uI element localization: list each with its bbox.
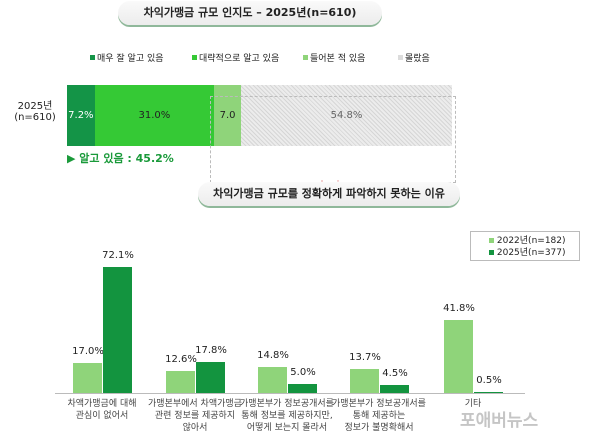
bar-2022 xyxy=(73,363,102,393)
bar-2025 xyxy=(380,385,409,393)
bar-2025 xyxy=(103,266,132,393)
value-label: 14.8% xyxy=(257,350,289,362)
legend-label: 들어본 적 있음 xyxy=(310,54,366,64)
bar-2022 xyxy=(444,319,473,393)
legend-label: 대략적으로 알고 있음 xyxy=(199,54,280,64)
legend-item: 몰랐음 xyxy=(398,51,430,64)
bar-2022 xyxy=(350,369,379,393)
category-label: 가맹본부가 정보공개서를 통해 제공하는 정보가 불명확해서 xyxy=(332,399,426,433)
segment-label: 7.2% xyxy=(68,110,94,121)
value-label: 4.5% xyxy=(382,368,408,380)
top-title: 차익가맹금 규모 인지도 – 2025년(n=610) xyxy=(118,1,382,25)
value-label: 13.7% xyxy=(349,352,381,364)
value-label: 12.6% xyxy=(165,353,197,365)
category-label: 차액가맹금에 대해 관심이 없어서 xyxy=(67,399,137,421)
value-label: 41.8% xyxy=(443,302,475,314)
known-annotation: ▶ 알고 있음 : 45.2% xyxy=(67,152,174,165)
legend-label: 매우 잘 알고 있음 xyxy=(97,54,164,64)
legend-label: 몰랐음 xyxy=(405,54,430,64)
legend-swatch xyxy=(192,55,197,60)
stack-segment: 54.8% xyxy=(241,85,452,146)
legend-swatch xyxy=(303,55,308,60)
bar-2022 xyxy=(258,367,287,393)
stack-segment: 7.2% xyxy=(67,85,95,146)
segment-label: 54.8% xyxy=(330,110,363,121)
value-label: 5.0% xyxy=(290,367,316,379)
value-label: 17.8% xyxy=(195,344,227,356)
category-label: 기타 xyxy=(464,399,482,409)
value-label: 0.5% xyxy=(476,375,502,387)
bar-2025 xyxy=(474,392,503,393)
stack-segment: 31.0% xyxy=(94,85,215,146)
bar-legend: 2022년(n=182) 2025년(n=377) xyxy=(470,231,580,261)
bar-2022 xyxy=(166,370,195,393)
legend-swatch-2025 xyxy=(489,250,494,255)
bar-2025 xyxy=(196,361,225,393)
legend-2025: 2025년(n=377) xyxy=(496,248,566,258)
year-label: 2025년 (n=610) xyxy=(14,101,56,123)
value-label: 17.0% xyxy=(72,346,104,358)
legend-item: 대략적으로 알고 있음 xyxy=(192,51,279,64)
segment-label: 31.0% xyxy=(138,110,171,121)
stack-segment: 7.0 xyxy=(214,85,241,146)
legend-item: 매우 잘 알고 있음 xyxy=(90,51,164,64)
value-label: 72.1% xyxy=(102,249,134,261)
legend-swatch xyxy=(398,55,403,60)
legend-item: 들어본 적 있음 xyxy=(303,51,365,64)
dashed-box xyxy=(210,96,456,183)
bar-2025 xyxy=(288,384,317,393)
x-axis xyxy=(55,393,525,394)
legend-swatch xyxy=(90,55,95,60)
legend-swatch-2022 xyxy=(489,238,494,243)
category-label: 가맹본부에서 차액가맹금 관련 정보를 제공하지 않아서 xyxy=(148,399,242,433)
segment-label: 7.0 xyxy=(219,110,236,121)
watermark: 포애버뉴스 xyxy=(460,411,539,431)
bottom-title: 차익가맹금 규모를 정확하게 파악하지 못하는 이유 xyxy=(198,182,460,206)
category-label: 가맹본부가 정보공개서를 통해 정보를 제공하지만, 어떻게 보는지 몰라서 xyxy=(240,399,334,433)
legend-2022: 2022년(n=182) xyxy=(496,236,566,246)
